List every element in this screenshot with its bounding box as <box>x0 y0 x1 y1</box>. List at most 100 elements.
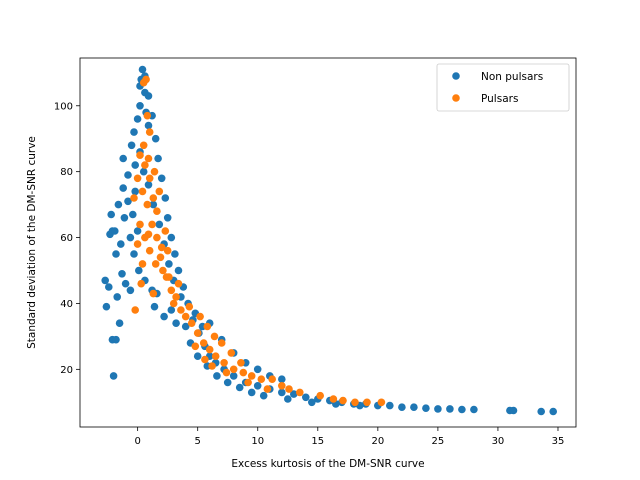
point-pulsars <box>174 279 183 288</box>
point-non-pulsars <box>133 227 142 235</box>
point-non-pulsars <box>101 276 109 285</box>
point-non-pulsars <box>167 306 176 314</box>
x-tick-label: 15 <box>311 436 324 447</box>
point-pulsars <box>153 233 161 242</box>
point-pulsars <box>172 293 180 301</box>
point-pulsars <box>144 230 153 239</box>
point-non-pulsars <box>109 372 118 380</box>
point-pulsars <box>177 306 185 314</box>
point-pulsars <box>141 161 149 169</box>
legend-label-pulsars: Pulsars <box>481 93 518 105</box>
point-pulsars <box>143 111 152 120</box>
point-non-pulsars <box>154 154 162 163</box>
point-non-pulsars <box>119 154 127 163</box>
point-pulsars <box>133 174 142 183</box>
point-non-pulsars <box>113 293 121 301</box>
x-tick-label: 10 <box>251 436 264 447</box>
point-non-pulsars <box>163 214 172 222</box>
point-pulsars <box>165 273 173 281</box>
point-non-pulsars <box>302 393 310 402</box>
point-pulsars <box>161 227 170 235</box>
point-pulsars <box>210 332 219 341</box>
point-non-pulsars <box>549 407 557 416</box>
point-pulsars <box>217 339 226 347</box>
point-pulsars <box>191 342 200 351</box>
x-tick-label: 35 <box>552 436 565 447</box>
point-pulsars <box>163 246 172 255</box>
point-pulsars <box>138 260 147 268</box>
point-non-pulsars <box>124 197 132 206</box>
point-non-pulsars <box>149 200 158 209</box>
point-pulsars <box>138 187 147 196</box>
point-non-pulsars <box>174 266 183 275</box>
points-layer <box>101 65 557 416</box>
point-pulsars <box>145 246 154 255</box>
point-non-pulsars <box>112 335 120 344</box>
point-non-pulsars <box>131 161 139 169</box>
point-pulsars <box>296 388 304 397</box>
point-pulsars <box>157 243 166 252</box>
point-pulsars <box>167 286 176 295</box>
point-pulsars <box>144 154 153 163</box>
point-non-pulsars <box>167 233 176 242</box>
point-pulsars <box>208 362 216 370</box>
point-pulsars <box>137 279 145 288</box>
point-pulsars <box>229 365 238 374</box>
point-non-pulsars <box>115 319 124 328</box>
point-non-pulsars <box>114 200 123 209</box>
point-non-pulsars <box>121 279 130 288</box>
point-non-pulsars <box>131 187 139 196</box>
point-pulsars <box>145 128 154 136</box>
point-pulsars <box>363 398 371 407</box>
point-non-pulsars <box>410 403 418 412</box>
point-non-pulsars <box>133 115 142 123</box>
point-non-pulsars <box>105 283 113 291</box>
point-non-pulsars <box>126 233 135 242</box>
point-non-pulsars <box>129 210 137 219</box>
point-non-pulsars <box>112 250 120 258</box>
point-non-pulsars <box>130 128 138 136</box>
y-tick-label: 80 <box>60 167 73 178</box>
point-pulsars <box>149 194 158 202</box>
point-non-pulsars <box>470 405 478 414</box>
point-pulsars <box>222 368 231 377</box>
point-pulsars <box>351 398 359 407</box>
point-pulsars <box>203 322 212 331</box>
point-non-pulsars <box>117 240 125 248</box>
point-non-pulsars <box>130 250 138 258</box>
point-non-pulsars <box>102 302 111 311</box>
point-pulsars <box>278 382 286 390</box>
point-pulsars <box>150 167 159 176</box>
legend-box <box>436 63 570 112</box>
point-pulsars <box>201 355 209 364</box>
point-pulsars <box>227 349 236 357</box>
point-non-pulsars <box>119 184 127 192</box>
point-non-pulsars <box>278 375 286 384</box>
point-pulsars <box>133 240 142 248</box>
point-pulsars <box>339 396 347 405</box>
x-tick-label: 20 <box>371 436 384 447</box>
point-non-pulsars <box>157 174 166 183</box>
legend-label-non-pulsars: Non pulsars <box>481 71 543 83</box>
point-non-pulsars <box>118 270 126 278</box>
point-pulsars <box>145 174 154 183</box>
point-pulsars <box>149 289 158 298</box>
point-non-pulsars <box>193 352 202 361</box>
x-tick-label: 30 <box>492 436 505 447</box>
point-pulsars <box>199 339 208 347</box>
point-non-pulsars <box>126 286 135 295</box>
point-non-pulsars <box>247 388 256 397</box>
point-non-pulsars <box>139 167 148 176</box>
point-non-pulsars <box>144 92 153 100</box>
point-pulsars <box>263 385 272 393</box>
y-axis-label: Standard deviation of the DM-SNR curve <box>26 136 38 349</box>
point-pulsars <box>237 359 245 367</box>
point-non-pulsars <box>171 250 179 258</box>
point-non-pulsars <box>165 260 173 268</box>
plot-frame <box>79 57 577 428</box>
legend: Non pulsars Pulsars <box>436 63 570 112</box>
point-non-pulsars <box>124 171 132 179</box>
point-non-pulsars <box>160 312 168 321</box>
point-non-pulsars <box>155 220 164 229</box>
y-tick-label: 60 <box>60 233 73 244</box>
